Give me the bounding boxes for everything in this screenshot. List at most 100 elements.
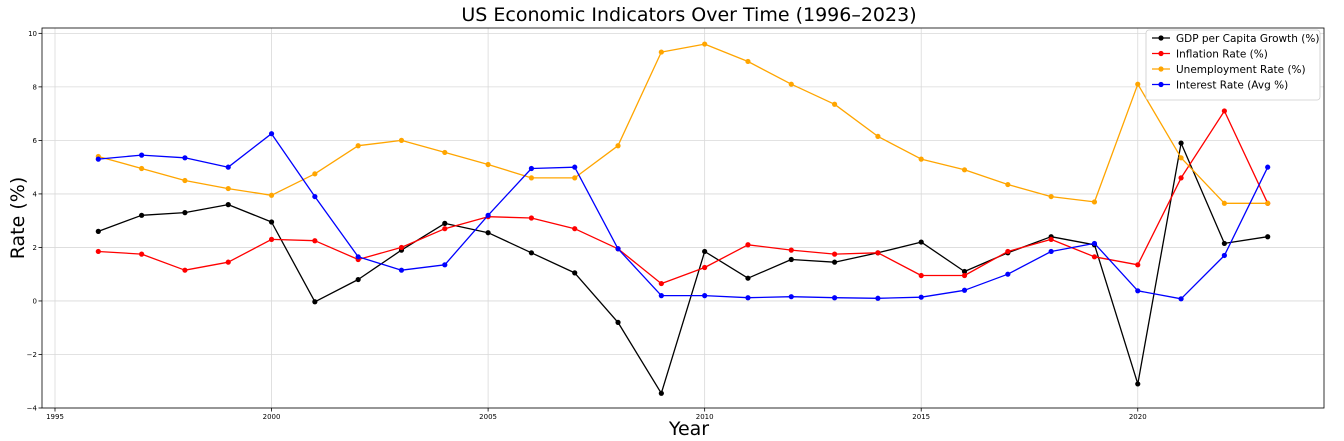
- data-point: [1091, 254, 1098, 260]
- legend-marker: [1158, 50, 1164, 57]
- data-point: [918, 156, 924, 162]
- data-point: [658, 390, 664, 396]
- data-point: [182, 177, 188, 184]
- data-point: [95, 248, 101, 255]
- data-point: [572, 226, 578, 232]
- data-point: [961, 167, 968, 173]
- data-point: [875, 250, 881, 256]
- data-point: [1221, 108, 1227, 114]
- data-point: [1091, 240, 1098, 247]
- x-tick-label: 2000: [263, 413, 281, 421]
- data-point: [528, 250, 535, 256]
- data-point: [182, 210, 188, 216]
- data-point: [398, 267, 405, 273]
- series-lines: [95, 41, 1271, 396]
- data-point: [398, 137, 405, 143]
- data-point: [875, 295, 881, 301]
- data-point: [702, 264, 708, 271]
- data-point: [442, 220, 448, 226]
- data-point: [398, 244, 405, 251]
- x-axis-title: Year: [668, 418, 709, 440]
- data-point: [1221, 200, 1227, 206]
- series-line: [98, 142, 1268, 394]
- data-point: [1265, 164, 1271, 170]
- legend-entry: GDP per Capita Growth (%): [1176, 33, 1319, 45]
- data-point: [918, 294, 924, 300]
- data-point: [1048, 248, 1054, 255]
- data-point: [875, 133, 881, 139]
- data-point: [225, 164, 231, 170]
- x-tick-label: 2015: [912, 413, 930, 421]
- data-point: [702, 293, 708, 299]
- data-point: [745, 295, 751, 301]
- series-line: [98, 133, 1269, 300]
- data-point: [961, 272, 968, 279]
- data-point: [1135, 81, 1141, 87]
- data-point: [658, 49, 664, 55]
- data-point: [442, 226, 448, 232]
- data-point: [1135, 262, 1141, 268]
- data-point: [658, 293, 664, 299]
- legend-marker: [1158, 81, 1164, 88]
- data-point: [442, 149, 448, 156]
- data-point: [1178, 155, 1184, 161]
- data-point: [788, 81, 794, 87]
- data-point: [1091, 199, 1098, 205]
- data-point: [1265, 234, 1271, 240]
- grid-lines: [42, 28, 1324, 409]
- legend-marker: [1158, 35, 1164, 41]
- y-tick-label: 10: [28, 30, 37, 38]
- data-point: [1178, 175, 1184, 181]
- data-point: [745, 58, 751, 65]
- data-point: [1178, 140, 1184, 146]
- data-point: [312, 299, 318, 305]
- data-point: [95, 156, 101, 162]
- data-point: [745, 242, 751, 248]
- data-point: [831, 295, 838, 301]
- data-point: [268, 219, 275, 225]
- y-tick-label: −2: [27, 351, 37, 359]
- data-point: [485, 212, 491, 218]
- legend-entry: Interest Rate (Avg %): [1176, 80, 1288, 92]
- legend-marker: [1158, 66, 1164, 72]
- data-point: [1221, 240, 1227, 247]
- y-axis-ticks: −4 −2 0 2 4 6 8 10: [27, 30, 42, 413]
- y-tick-label: 4: [33, 190, 38, 198]
- plot-area: [41, 27, 1325, 409]
- data-point: [572, 164, 578, 170]
- chart-title: US Economic Indicators Over Time (1996–2…: [461, 4, 916, 26]
- data-point: [95, 228, 101, 234]
- data-point: [615, 319, 621, 325]
- data-point: [1135, 288, 1141, 294]
- x-tick-label: 1995: [46, 413, 64, 421]
- data-point: [788, 294, 794, 300]
- data-point: [1048, 193, 1054, 200]
- data-point: [528, 215, 535, 221]
- data-point: [225, 185, 231, 192]
- x-tick-label: 2010: [696, 413, 714, 421]
- data-point: [1178, 296, 1184, 302]
- data-point: [918, 272, 924, 279]
- y-tick-label: 6: [33, 137, 38, 145]
- data-point: [831, 259, 838, 265]
- data-point: [485, 161, 491, 168]
- series-line: [98, 43, 1268, 204]
- data-point: [1005, 271, 1011, 277]
- data-point: [788, 247, 794, 253]
- data-point: [355, 254, 361, 260]
- data-point: [658, 280, 664, 287]
- y-tick-label: 2: [33, 244, 37, 252]
- data-point: [1048, 236, 1054, 243]
- data-point: [1005, 248, 1011, 255]
- data-point: [355, 143, 361, 149]
- data-point: [1005, 181, 1011, 188]
- data-point: [225, 259, 231, 265]
- data-point: [312, 171, 318, 177]
- x-tick-label: 2005: [479, 413, 497, 421]
- data-point: [225, 202, 231, 208]
- data-point: [702, 41, 708, 47]
- data-point: [312, 193, 318, 200]
- data-point: [139, 251, 145, 257]
- data-point: [139, 212, 145, 218]
